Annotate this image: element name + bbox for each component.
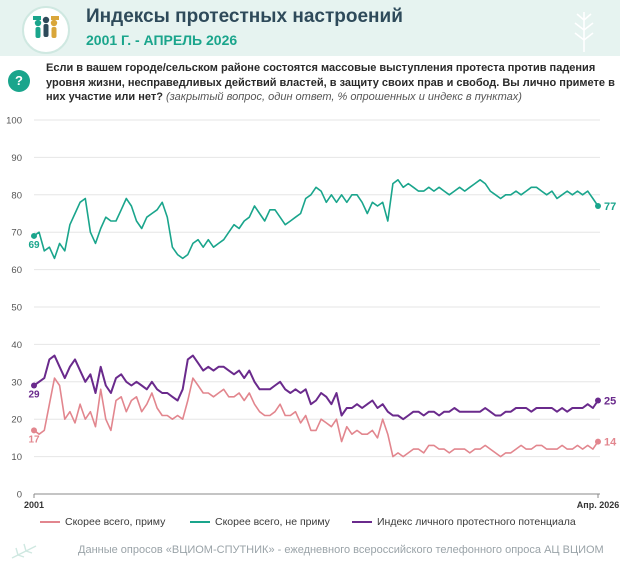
legend-item-protest-index: Индекс личного протестного потенциала — [352, 516, 576, 528]
legend-swatch — [352, 521, 372, 524]
legend-item-will-not-participate: Скорее всего, не приму — [190, 516, 330, 528]
y-tick-label: 40 — [11, 340, 22, 351]
legend-swatch — [40, 521, 60, 524]
y-tick-label: 90 — [11, 153, 22, 164]
people-logo-icon — [22, 6, 70, 54]
series-end-point — [595, 438, 601, 445]
series-start-label: 29 — [28, 390, 40, 401]
y-tick-label: 50 — [11, 303, 22, 314]
question-icon: ? — [8, 70, 30, 92]
y-tick-label: 60 — [11, 265, 22, 276]
y-tick-label: 70 — [11, 228, 22, 239]
legend-item-will-participate: Скорее всего, приму — [40, 516, 165, 528]
legend-label: Скорее всего, приму — [65, 516, 166, 528]
series-start-point — [31, 427, 37, 434]
series-end-label: 25 — [604, 396, 616, 408]
x-tick-end: Апр. 2026 — [577, 500, 619, 510]
y-tick-label: 100 — [6, 116, 22, 127]
y-tick-label: 0 — [17, 490, 22, 501]
question-text: Если в вашем городе/сельском районе сост… — [46, 62, 615, 103]
series-start-label: 69 — [28, 240, 40, 251]
page-title: Индексы протестных настроений — [86, 6, 403, 27]
survey-question: Если в вашем городе/сельском районе сост… — [46, 61, 616, 105]
legend-swatch — [190, 521, 210, 524]
chart-legend: Скорее всего, приму Скорее всего, не при… — [0, 516, 620, 530]
series-end-label: 77 — [604, 201, 616, 213]
series-line — [33, 354, 599, 421]
y-tick-label: 20 — [11, 415, 22, 426]
series-start-label: 17 — [28, 434, 40, 445]
decorative-sprig-icon — [11, 543, 37, 559]
series-line — [33, 377, 599, 458]
header-band: Индексы протестных настроений 2001 Г. - … — [0, 0, 620, 56]
x-tick-start: 2001 — [24, 500, 44, 510]
page-subtitle: 2001 Г. - АПРЕЛЬ 2026 — [86, 32, 238, 48]
legend-label: Скорее всего, не приму — [215, 516, 330, 528]
series-line — [33, 179, 599, 260]
series-end-point — [595, 203, 601, 210]
y-tick-label: 80 — [11, 190, 22, 201]
y-tick-label: 30 — [11, 377, 22, 388]
series-end-point — [595, 397, 601, 404]
question-note: (закрытый вопрос, один ответ, % опрошенн… — [166, 91, 522, 103]
series-start-point — [31, 232, 37, 239]
legend-label: Индекс личного протестного потенциала — [377, 516, 576, 528]
footer-source: Данные опросов «ВЦИОМ-СПУТНИК» - ежеднев… — [78, 544, 604, 556]
series-end-label: 14 — [604, 437, 617, 449]
decorative-sprig-icon — [574, 12, 594, 52]
series-start-point — [31, 382, 37, 389]
y-tick-label: 10 — [11, 452, 22, 463]
protest-index-chart: 0 10 20 30 40 50 60 70 80 90 100 69 77 17 14 29 25 2001… — [6, 116, 619, 511]
